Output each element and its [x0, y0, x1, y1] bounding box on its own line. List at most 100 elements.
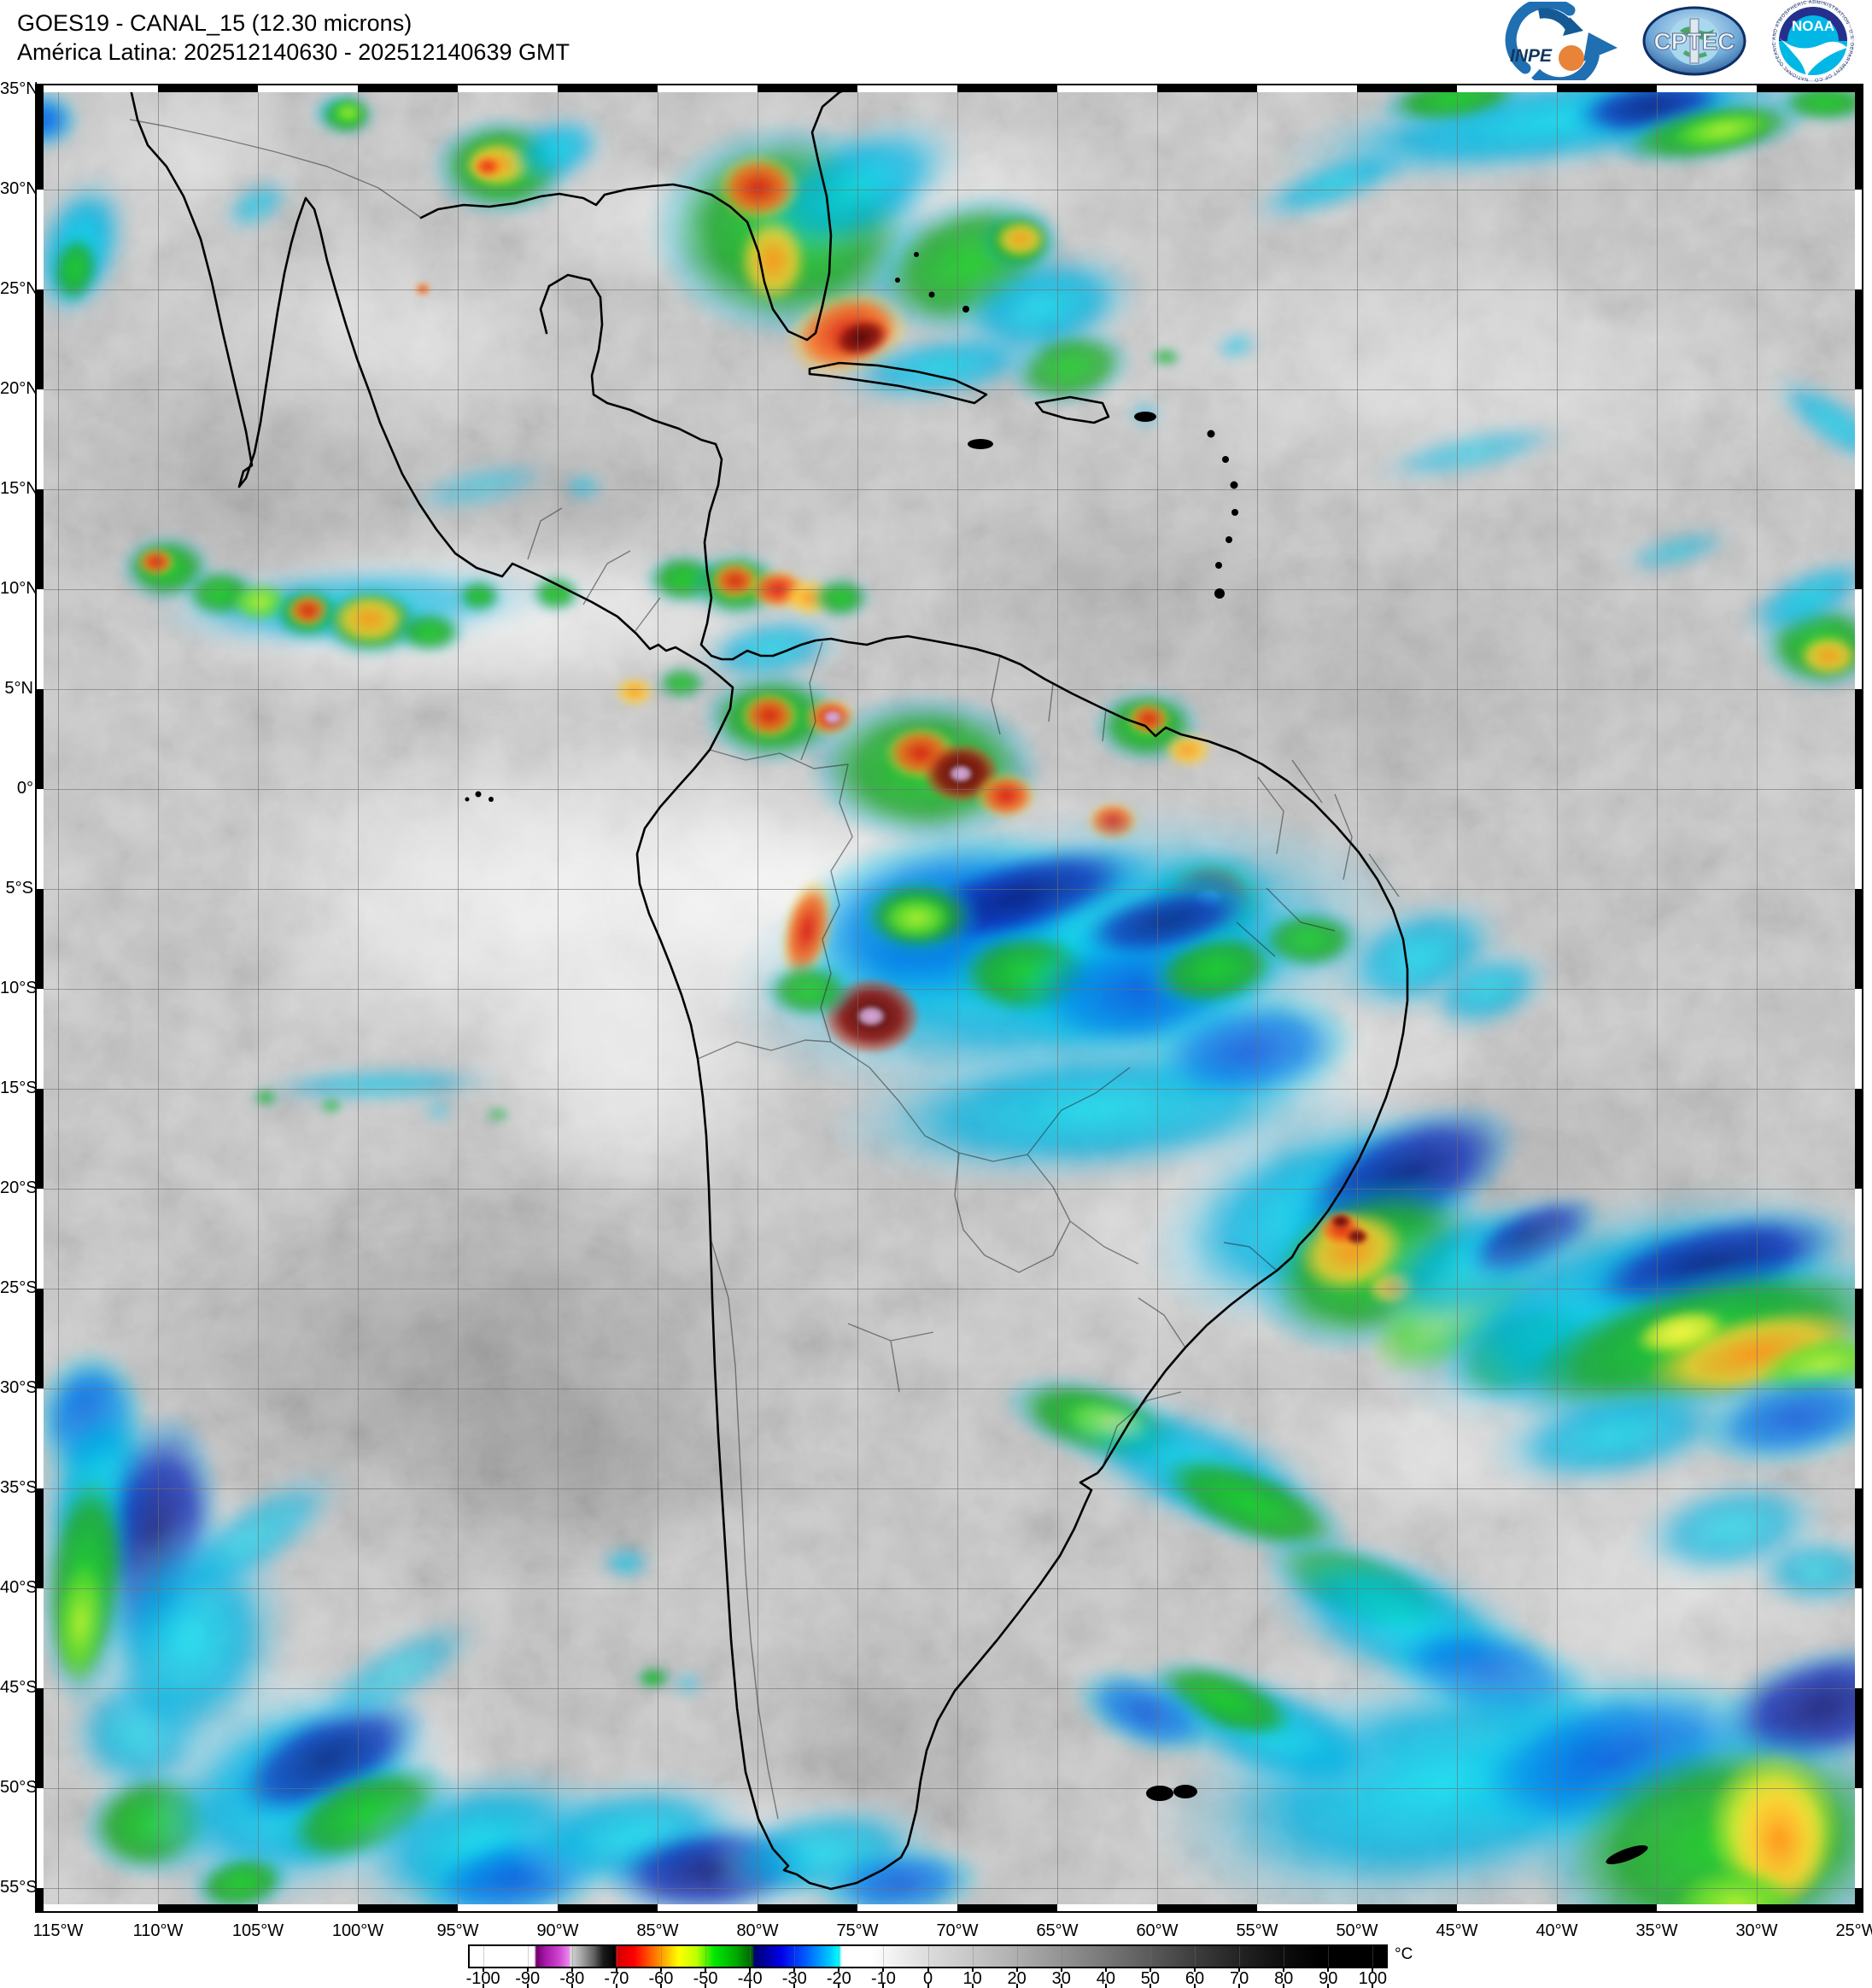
gridline-meridian	[1157, 85, 1158, 1911]
colorbar-tick-minor	[482, 1984, 484, 1988]
colorbar-tick	[1194, 1967, 1196, 1972]
lon-label: 75°W	[836, 1921, 879, 1940]
lon-label: 70°W	[936, 1921, 979, 1940]
colorbar-tick	[1060, 1967, 1062, 1972]
colorbar-tick-label: 70	[1229, 1969, 1249, 1988]
gridline-meridian	[1557, 85, 1558, 1911]
colorbar-tick-minor	[570, 1984, 573, 1988]
colorbar-tick-label: 50	[1140, 1969, 1161, 1988]
gridline-parallel	[37, 1688, 1862, 1689]
colorbar-divider	[883, 1946, 885, 1967]
colorbar-tick	[838, 1967, 840, 1972]
colorbar-divider	[927, 1946, 929, 1967]
lon-label: 100°W	[331, 1921, 384, 1940]
colorbar-tick-label: -10	[870, 1969, 896, 1988]
gridline-parallel	[37, 689, 1862, 690]
gridline-parallel	[37, 1588, 1862, 1589]
colorbar-tick-minor	[705, 1984, 707, 1988]
colorbar-tick-minor	[1194, 1984, 1196, 1988]
noaa-logo-text: NOAA	[1792, 18, 1834, 34]
colorbar-tick	[1327, 1967, 1330, 1972]
gridline-meridian	[1357, 85, 1358, 1911]
gridline-parallel	[37, 889, 1862, 890]
lat-label: 35°S	[0, 1478, 38, 1497]
colorbar-tick-label: -80	[559, 1969, 585, 1988]
lon-label: 25°W	[1835, 1921, 1872, 1940]
gridline-parallel	[37, 1888, 1862, 1889]
gridline-parallel	[37, 789, 1862, 790]
colorbar-divider	[1105, 1946, 1107, 1967]
lon-label: 35°W	[1635, 1921, 1678, 1940]
lon-label: 45°W	[1436, 1921, 1478, 1940]
lon-label: 60°W	[1136, 1921, 1179, 1940]
colorbar-tick-minor	[882, 1984, 885, 1988]
colorbar-tick-minor	[1060, 1984, 1062, 1988]
lat-label: 30°N	[0, 179, 38, 198]
lon-label: 90°W	[536, 1921, 579, 1940]
lat-label: 5°S	[5, 879, 33, 898]
lat-label: 10°N	[0, 579, 38, 598]
colorbar-tick-label: 10	[962, 1969, 982, 1988]
colorbar-tick	[659, 1967, 662, 1972]
satellite-map-image	[35, 84, 1863, 1913]
map-frame-right	[1855, 85, 1862, 1911]
colorbar-tick-minor	[1104, 1984, 1107, 1988]
colorbar-tick	[749, 1967, 752, 1972]
colorbar-tick-label: -40	[737, 1969, 763, 1988]
colorbar-divider	[571, 1946, 573, 1967]
gridline-meridian	[458, 85, 459, 1911]
lat-label: 20°N	[0, 379, 38, 398]
lat-label: 0°	[16, 779, 33, 798]
lat-label: 10°S	[0, 979, 38, 997]
lat-label: 50°S	[0, 1778, 38, 1797]
colorbar-tick-minor	[526, 1984, 529, 1988]
colorbar-tick-minor	[1372, 1984, 1374, 1988]
colorbar-tick	[882, 1967, 885, 1972]
colorbar-divider	[1150, 1946, 1151, 1967]
inpe-logo-text: INPE	[1510, 46, 1553, 66]
lon-label: 85°W	[636, 1921, 679, 1940]
colorbar-tick-label: 100	[1358, 1969, 1388, 1988]
gridline-meridian	[558, 85, 559, 1911]
lon-label: 80°W	[736, 1921, 779, 1940]
colorbar-divider	[1328, 1946, 1330, 1967]
colorbar-tick-minor	[615, 1984, 617, 1988]
colorbar-tick-label: -70	[604, 1969, 629, 1988]
lat-label: 25°S	[0, 1278, 38, 1297]
gridline-meridian	[857, 85, 858, 1911]
colorbar-tick	[615, 1967, 617, 1972]
colorbar-tick-label: 80	[1274, 1969, 1294, 1988]
colorbar-divider	[705, 1946, 707, 1967]
gridline-parallel	[37, 1189, 1862, 1190]
gridline-meridian	[1757, 85, 1758, 1911]
colorbar-tick	[971, 1967, 974, 1972]
colorbar-divider	[660, 1946, 662, 1967]
colorbar-tick-label: -30	[781, 1969, 807, 1988]
colorbar-tick-label: 20	[1007, 1969, 1027, 1988]
product-subtitle: América Latina: 202512140630 - 202512140…	[17, 39, 570, 65]
gridline-parallel	[37, 489, 1862, 490]
lon-label: 65°W	[1036, 1921, 1079, 1940]
gridline-meridian	[358, 85, 359, 1911]
gridline-parallel	[37, 289, 1862, 290]
lat-label: 40°S	[0, 1578, 38, 1597]
graticule-layer	[37, 85, 1862, 1911]
colorbar-divider	[483, 1946, 484, 1967]
temperature-colorbar	[468, 1944, 1388, 1968]
lon-label: 110°W	[132, 1921, 184, 1940]
map-frame-bottom	[37, 1904, 1862, 1911]
colorbar-divider	[1372, 1946, 1374, 1967]
colorbar-tick	[927, 1967, 929, 1972]
lon-label: 30°W	[1735, 1921, 1778, 1940]
colorbar-tick-minor	[838, 1984, 840, 1988]
colorbar-tick-label: 90	[1319, 1969, 1338, 1988]
gridline-parallel	[37, 1788, 1862, 1789]
colorbar-tick-minor	[659, 1984, 662, 1988]
colorbar-tick-label: -20	[826, 1969, 851, 1988]
colorbar-tick-label: 60	[1185, 1969, 1205, 1988]
colorbar-tick-label: 40	[1096, 1969, 1115, 1988]
map-frame-top	[37, 85, 1862, 92]
colorbar-tick-minor	[971, 1984, 974, 1988]
colorbar-divider	[1239, 1946, 1241, 1967]
colorbar-tick	[482, 1967, 484, 1972]
